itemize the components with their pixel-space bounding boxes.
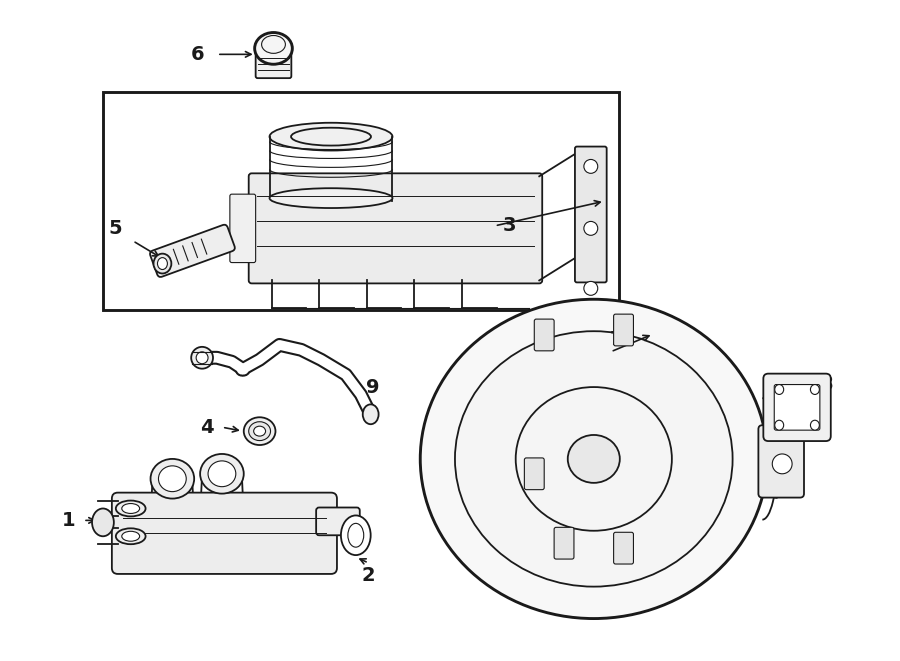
FancyBboxPatch shape <box>614 532 634 564</box>
FancyBboxPatch shape <box>575 147 607 282</box>
Text: 3: 3 <box>503 216 517 235</box>
Text: 8: 8 <box>820 375 833 394</box>
Ellipse shape <box>348 524 364 547</box>
Ellipse shape <box>363 405 379 424</box>
FancyBboxPatch shape <box>614 314 634 346</box>
FancyBboxPatch shape <box>316 508 360 535</box>
Ellipse shape <box>116 500 146 516</box>
Ellipse shape <box>92 508 113 536</box>
Ellipse shape <box>158 466 186 492</box>
Ellipse shape <box>116 528 146 544</box>
Ellipse shape <box>200 454 244 494</box>
FancyBboxPatch shape <box>774 385 820 430</box>
Text: 7: 7 <box>610 330 624 350</box>
FancyBboxPatch shape <box>763 373 831 441</box>
Ellipse shape <box>158 258 167 270</box>
Ellipse shape <box>154 254 171 274</box>
Ellipse shape <box>420 299 768 619</box>
Circle shape <box>772 454 792 474</box>
Ellipse shape <box>244 417 275 445</box>
Ellipse shape <box>775 420 784 430</box>
Ellipse shape <box>269 188 392 208</box>
Ellipse shape <box>191 347 213 369</box>
Ellipse shape <box>810 385 819 395</box>
FancyBboxPatch shape <box>112 492 337 574</box>
Text: 4: 4 <box>200 418 214 437</box>
Ellipse shape <box>122 504 140 514</box>
Ellipse shape <box>208 461 236 486</box>
FancyBboxPatch shape <box>759 425 804 498</box>
Circle shape <box>584 221 598 235</box>
FancyBboxPatch shape <box>256 52 292 78</box>
Circle shape <box>584 282 598 295</box>
Bar <box>103 92 618 310</box>
FancyBboxPatch shape <box>230 194 256 262</box>
Ellipse shape <box>810 420 819 430</box>
Ellipse shape <box>568 435 620 483</box>
Text: 1: 1 <box>61 511 75 530</box>
Text: 2: 2 <box>362 566 375 586</box>
Ellipse shape <box>254 426 266 436</box>
Ellipse shape <box>516 387 672 531</box>
Text: 5: 5 <box>108 219 122 239</box>
Text: 6: 6 <box>190 45 204 64</box>
FancyBboxPatch shape <box>150 225 235 277</box>
Ellipse shape <box>196 352 208 364</box>
Ellipse shape <box>248 422 271 441</box>
Ellipse shape <box>775 385 784 395</box>
Text: 9: 9 <box>366 378 380 397</box>
FancyBboxPatch shape <box>248 173 542 284</box>
FancyBboxPatch shape <box>554 527 574 559</box>
Ellipse shape <box>255 32 292 64</box>
Ellipse shape <box>150 459 194 498</box>
Ellipse shape <box>341 516 371 555</box>
Ellipse shape <box>122 531 140 541</box>
FancyBboxPatch shape <box>535 319 554 351</box>
Circle shape <box>584 159 598 173</box>
Ellipse shape <box>269 123 392 151</box>
Ellipse shape <box>455 331 733 586</box>
FancyBboxPatch shape <box>525 458 544 490</box>
